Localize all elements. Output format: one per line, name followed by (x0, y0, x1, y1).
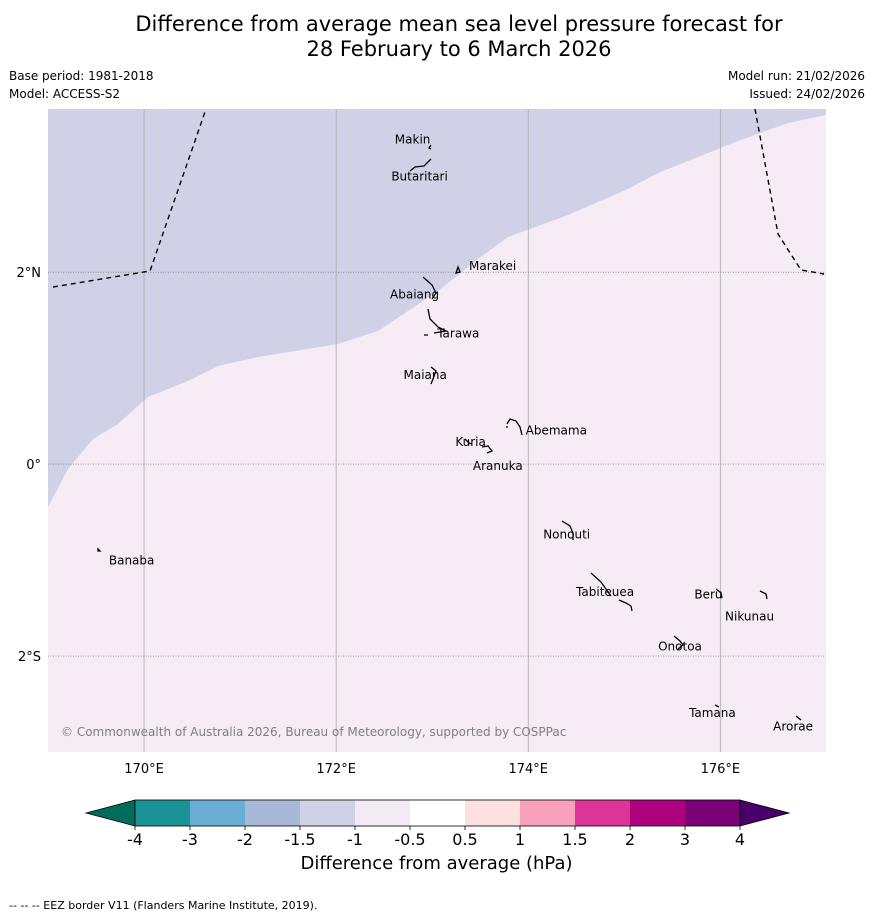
island-label-tabiteuea: Tabiteuea (575, 585, 634, 599)
island-label-nonouti: Nonouti (543, 527, 590, 541)
island-label-arorae: Arorae (773, 719, 813, 733)
model-name: Model: ACCESS-S2 (9, 87, 121, 101)
lat-label: 2°N (17, 266, 42, 281)
eez-footnote: -- -- -- EEZ border V11 (Flanders Marine… (9, 899, 318, 912)
eez-borders (52, 108, 825, 288)
island-label-abemama: Abemama (526, 424, 587, 438)
colorbar-bin (465, 800, 520, 826)
island-label-butaritari: Butaritari (391, 169, 448, 183)
colorbar-under-arrow (84, 799, 136, 827)
island-label-maiana: Maiana (404, 368, 447, 382)
coast-tabiteuea (590, 572, 633, 612)
colorbar-bin (355, 800, 410, 826)
colorbar-bin (135, 800, 190, 826)
coast-banaba (97, 547, 102, 552)
lat-label: 2°S (18, 650, 41, 665)
colorbar-tick-label: 1 (515, 830, 525, 849)
coast-onotoa (673, 635, 684, 650)
meta-right: Model run: 21/02/2026 Issued: 24/02/2026 (728, 67, 865, 103)
colorbar-tick-label: 2 (625, 830, 635, 849)
island-label-beru: Beru (694, 588, 722, 602)
island-label-banaba: Banaba (109, 554, 155, 568)
colorbar-tick-label: 3 (680, 830, 690, 849)
colorbar-bin (245, 800, 300, 826)
chart-title: Difference from average mean sea level p… (0, 12, 873, 62)
axis-labels: 170°E 172°E 174°E 176°E 2°N 0° 2°S (17, 266, 741, 777)
lat-label: 0° (26, 458, 41, 473)
island-label-abaiang: Abaiang (390, 287, 439, 301)
pressure-anomaly-map: Makin Butaritari Marakei Abaiang Tarawa Maian… (17, 108, 826, 777)
copyright-notice: © Commonwealth of Australia 2026, Bureau… (61, 725, 566, 739)
coastlines (97, 144, 802, 721)
lon-label: 172°E (316, 762, 356, 777)
colorbar-bin (630, 800, 685, 826)
coast-aranuka (481, 445, 494, 454)
colorbar-tick-label: -1 (347, 830, 363, 849)
coast-nikunau (759, 590, 768, 600)
colorbar: -4 -3 -2 -1.5 -1 -0.5 0.5 1 1.5 2 3 4 (84, 799, 791, 849)
title-line-2: 28 February to 6 March 2026 (306, 37, 612, 61)
coast-nonouti (561, 520, 574, 540)
colorbar-frame (134, 799, 741, 827)
issued-date: Issued: 24/02/2026 (749, 87, 865, 101)
title-line-1: Difference from average mean sea level p… (135, 12, 783, 36)
colorbar-tick-label: -4 (127, 830, 143, 849)
graticule (48, 109, 826, 752)
model-run: Model run: 21/02/2026 (727, 69, 865, 83)
island-label-makin: Makin (395, 133, 431, 147)
colorbar-bin (685, 800, 740, 826)
coast-abemama (506, 418, 523, 436)
colorbar-bin (300, 800, 355, 826)
meta-left: Base period: 1981-2018 Model: ACCESS-S2 (9, 67, 154, 103)
island-labels: Makin Butaritari Marakei Abaiang Tarawa Maian… (109, 133, 813, 734)
coast-butaritari (409, 158, 432, 172)
island-label-tamana: Tamana (688, 706, 736, 720)
coast-tamana (714, 704, 720, 708)
lon-label: 170°E (124, 762, 164, 777)
colorbar-bin (190, 800, 245, 826)
island-label-onotoa: Onotoa (658, 640, 702, 654)
eez-border-line (754, 108, 825, 275)
colorbar-tick-label: 0.5 (452, 830, 477, 849)
colorbar-label: Difference from average (hPa) (300, 853, 573, 874)
island-label-tarawa: Tarawa (436, 327, 479, 341)
colorbar-tick-label: 4 (735, 830, 745, 849)
colorbar-tick-label: 1.5 (562, 830, 587, 849)
colorbar-bin (520, 800, 575, 826)
negative-anomaly-region (48, 109, 826, 507)
coast-marakei (455, 265, 461, 274)
coast-abaiang (422, 276, 437, 300)
colorbar-bin (575, 800, 630, 826)
lon-label: 176°E (701, 762, 741, 777)
colorbar-bin (410, 800, 465, 826)
coast-kuria (464, 438, 473, 445)
coast-makin (428, 144, 432, 150)
lon-label: 174°E (508, 762, 548, 777)
base-period: Base period: 1981-2018 (9, 69, 154, 83)
coast-tarawa (424, 308, 449, 336)
coast-arorae (795, 715, 802, 721)
colorbar-tick-label: -3 (182, 830, 198, 849)
colorbar-tick-label: -1.5 (284, 830, 315, 849)
island-label-nikunau: Nikunau (725, 610, 774, 624)
island-label-aranuka: Aranuka (473, 459, 523, 473)
colorbar-tick-label: -2 (237, 830, 253, 849)
colorbar-over-arrow (739, 799, 791, 827)
island-label-marakei: Marakei (469, 259, 516, 273)
colorbar-tick-label: -0.5 (394, 830, 425, 849)
coast-beru (715, 588, 723, 599)
island-label-kuria: Kuria (455, 435, 486, 449)
coast-maiana (430, 366, 437, 385)
